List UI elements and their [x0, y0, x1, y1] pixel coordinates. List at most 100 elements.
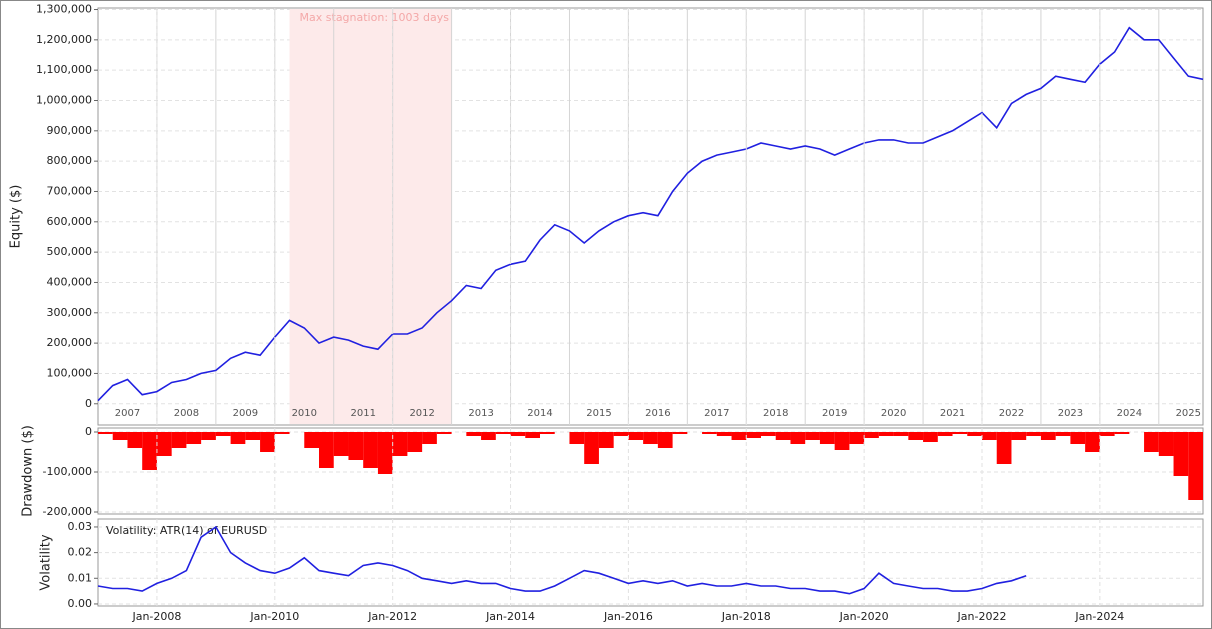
- year-label: 2014: [527, 408, 552, 419]
- drawdown-bar: [1085, 432, 1100, 452]
- drawdown-bar: [923, 432, 938, 442]
- year-label: 2019: [822, 408, 847, 419]
- drawdown-bar: [142, 432, 157, 470]
- drawdown-bar: [260, 432, 275, 452]
- y-tick-label: 0: [85, 425, 92, 438]
- y-axis-label: Drawdown ($): [21, 425, 36, 517]
- plot-area: [97, 518, 1204, 607]
- drawdown-bar: [377, 432, 393, 474]
- y-tick-label: 1,200,000: [36, 33, 92, 46]
- y-tick-label: 0: [85, 397, 92, 410]
- year-label: 2020: [881, 408, 906, 419]
- drawdown-bar: [112, 432, 128, 440]
- y-axis-label: Volatility: [39, 534, 54, 590]
- drawdown-bar: [613, 432, 629, 436]
- drawdown-bar: [348, 432, 364, 460]
- y-tick-label: 600,000: [47, 215, 93, 228]
- plot-area: [97, 7, 1204, 426]
- y-tick-label: 300,000: [47, 306, 93, 319]
- drawdown-bar: [525, 432, 540, 438]
- drawdown-bar: [319, 432, 334, 468]
- drawdown-bar: [775, 432, 791, 440]
- drawdown-bar: [540, 432, 555, 434]
- y-tick-label: -200,000: [43, 505, 92, 518]
- drawdown-bar: [466, 432, 482, 436]
- year-label: 2015: [586, 408, 611, 419]
- drawdown-bar: [761, 432, 776, 436]
- drawdown-bar: [1114, 432, 1130, 434]
- drawdown-bar: [392, 432, 408, 456]
- drawdown-bar: [702, 432, 717, 434]
- y-tick-label: 0.00: [68, 597, 93, 610]
- x-tick-label: Jan-2016: [603, 610, 653, 623]
- drawdown-bar: [363, 432, 378, 468]
- drawdown-bar: [1070, 432, 1086, 444]
- drawdown-bar: [215, 432, 231, 436]
- drawdown-bar: [245, 432, 261, 440]
- drawdown-bar: [1099, 432, 1115, 436]
- y-tick-label: 0.01: [68, 571, 93, 584]
- year-label: 2008: [174, 408, 199, 419]
- year-label: 2022: [999, 408, 1024, 419]
- drawdown-bar: [996, 432, 1012, 464]
- y-tick-label: 500,000: [47, 245, 93, 258]
- drawdown-bar: [1055, 432, 1071, 436]
- year-label: 2018: [763, 408, 788, 419]
- drawdown-bar: [407, 432, 423, 452]
- year-label: 2013: [468, 408, 493, 419]
- drawdown-bar: [1011, 432, 1027, 440]
- drawdown-bar: [1144, 432, 1159, 452]
- y-tick-label: 1,100,000: [36, 63, 92, 76]
- drawdown-bar: [672, 432, 688, 434]
- drawdown-bar: [628, 432, 644, 440]
- y-tick-label: 700,000: [47, 184, 93, 197]
- year-label: 2017: [704, 408, 729, 419]
- stagnation-band: [289, 9, 452, 424]
- drawdown-bar: [230, 432, 246, 444]
- drawdown-bar: [304, 432, 319, 448]
- y-tick-label: 1,300,000: [36, 3, 92, 16]
- year-label: 2012: [409, 408, 434, 419]
- drawdown-bar: [274, 432, 290, 434]
- drawdown-bar: [967, 432, 982, 436]
- x-tick-label: Jan-2020: [839, 610, 889, 623]
- drawdown-bar: [878, 432, 894, 436]
- x-tick-label: Jan-2014: [485, 610, 535, 623]
- drawdown-bar: [716, 432, 732, 436]
- drawdown-bar: [422, 432, 437, 444]
- y-tick-label: 1,000,000: [36, 93, 92, 106]
- y-tick-label: -100,000: [43, 465, 92, 478]
- y-tick-label: 900,000: [47, 124, 93, 137]
- drawdown-bar: [657, 432, 673, 448]
- panel-annotation: Volatility: ATR(14) of EURUSD: [106, 524, 267, 537]
- drawdown-bar: [864, 432, 879, 438]
- drawdown-bar: [569, 432, 585, 444]
- drawdown-bar: [510, 432, 526, 436]
- drawdown-bar: [201, 432, 216, 440]
- x-tick-label: Jan-2008: [131, 610, 181, 623]
- drawdown-bar: [1158, 432, 1174, 456]
- x-tick-label: Jan-2018: [721, 610, 771, 623]
- year-label: 2025: [1176, 408, 1201, 419]
- drawdown-bar: [171, 432, 187, 448]
- y-tick-label: 0.02: [68, 546, 93, 559]
- y-tick-label: 0.03: [68, 520, 93, 533]
- drawdown-bar: [333, 432, 349, 456]
- year-label: 2011: [351, 408, 376, 419]
- drawdown-bar: [127, 432, 143, 448]
- drawdown-bar: [584, 432, 599, 464]
- data-line: [97, 26, 1204, 402]
- x-tick-label: Jan-2010: [249, 610, 299, 623]
- drawdown-bar: [937, 432, 953, 436]
- drawdown-bar: [481, 432, 496, 440]
- y-axis-label: Equity ($): [9, 185, 24, 249]
- drawdown-bar: [893, 432, 909, 436]
- drawdown-bar: [731, 432, 747, 440]
- year-label: 2009: [233, 408, 258, 419]
- year-label: 2023: [1058, 408, 1083, 419]
- year-label: 2010: [292, 408, 317, 419]
- drawdown-bar: [849, 432, 865, 444]
- drawdown-bar: [98, 432, 113, 434]
- drawdown-bar: [805, 432, 820, 440]
